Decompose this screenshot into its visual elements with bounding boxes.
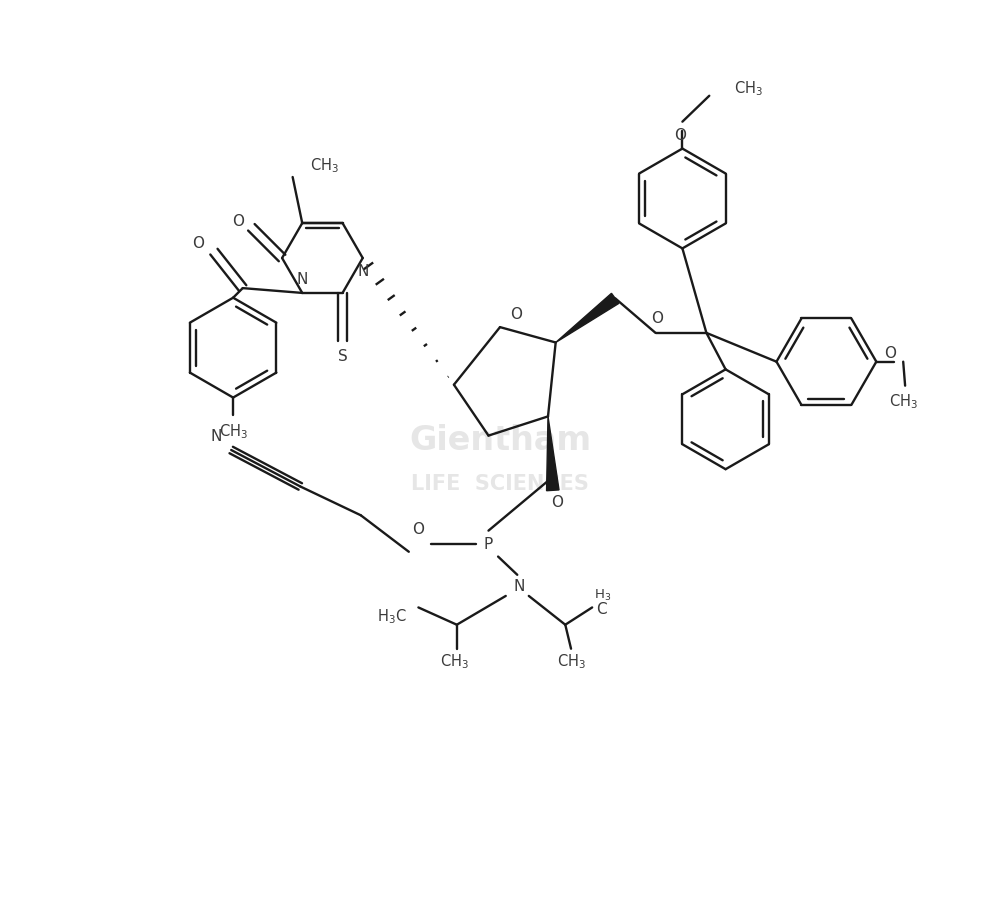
Text: O: O — [232, 214, 244, 229]
Polygon shape — [556, 293, 619, 343]
Text: CH$_3$: CH$_3$ — [310, 156, 339, 175]
Text: CH$_3$: CH$_3$ — [440, 652, 469, 670]
Text: LIFE  SCIENCES: LIFE SCIENCES — [411, 473, 589, 493]
Text: N: N — [210, 429, 222, 444]
Text: S: S — [338, 349, 347, 364]
Text: P: P — [484, 536, 493, 552]
Text: O: O — [674, 128, 686, 142]
Text: O: O — [412, 522, 424, 537]
Text: CH$_3$: CH$_3$ — [219, 422, 248, 440]
Text: N: N — [357, 264, 368, 279]
Text: N: N — [514, 579, 525, 594]
Text: N: N — [297, 272, 308, 287]
Polygon shape — [547, 417, 559, 491]
Text: O: O — [510, 307, 522, 322]
Text: O: O — [651, 311, 663, 326]
Text: O: O — [552, 495, 564, 510]
Text: H$_3$: H$_3$ — [594, 589, 611, 604]
Text: CH$_3$: CH$_3$ — [734, 80, 763, 98]
Text: H$_3$C: H$_3$C — [377, 608, 407, 626]
Text: Gientham: Gientham — [409, 424, 591, 457]
Text: C: C — [596, 602, 607, 616]
Text: CH$_3$: CH$_3$ — [557, 652, 586, 670]
Text: O: O — [193, 237, 205, 251]
Text: CH$_3$: CH$_3$ — [889, 392, 918, 411]
Text: O: O — [884, 346, 896, 362]
